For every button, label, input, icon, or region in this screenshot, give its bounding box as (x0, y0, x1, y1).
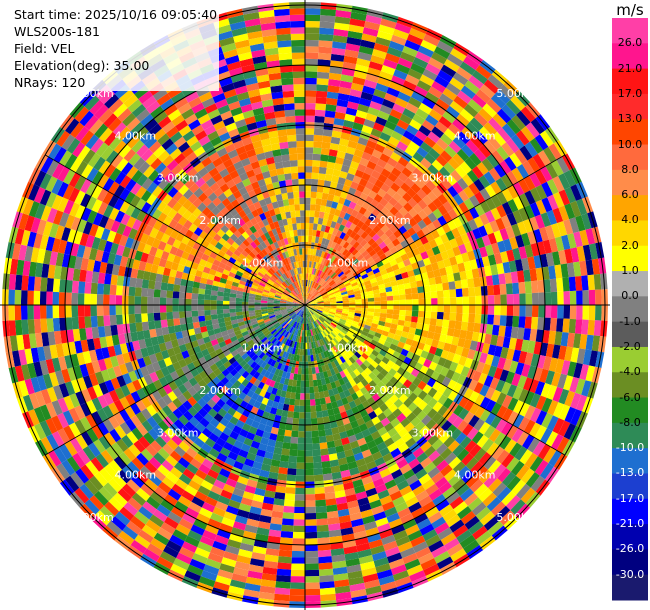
range-ring-label: 5.00km (72, 511, 114, 524)
colorbar-tick-label: 2.0 (621, 238, 639, 252)
colorbar-tick-label: -1.0 (619, 314, 641, 328)
start-time-label: Start time: 2025/10/16 09:05:40 (14, 7, 218, 22)
range-ring-label: 4.00km (115, 129, 157, 142)
colorbar-segment (612, 321, 648, 348)
colorbar-segment (612, 524, 648, 550)
colorbar-segment (612, 43, 648, 70)
colorbar-tick-label: -8.0 (619, 415, 641, 429)
range-ring-label: 4.00km (115, 469, 157, 482)
colorbar (612, 18, 648, 601)
colorbar-tick-label: 1.0 (621, 264, 639, 278)
radar-ppi-image: 1.00km 2.00km 3.00km 4.00km 5.00km 1.00km 2.00… (0, 0, 610, 610)
colorbar-tick-label: 6.0 (621, 188, 639, 202)
colorbar-segment (612, 119, 648, 146)
colorbar-segment (612, 473, 648, 500)
colorbar-segment (612, 68, 648, 95)
colorbar-tick-label: 21.0 (617, 61, 643, 75)
range-ring-label: 1.00km (242, 341, 284, 354)
colorbar-tick-label: -2.0 (619, 339, 641, 353)
range-ring-label: 3.00km (411, 172, 453, 185)
colorbar-segment (612, 220, 648, 247)
nrays-label: NRays: 120 (14, 75, 86, 90)
azimuth-line (44, 154, 306, 306)
radar-gates (2, 2, 608, 608)
colorbar-tick-label: -13.0 (615, 466, 645, 480)
colorbar-segment (612, 498, 648, 525)
colorbar-segment (612, 422, 648, 449)
colorbar-segment (612, 448, 648, 474)
range-ring-label: 3.00km (157, 172, 199, 185)
colorbar-segment (612, 574, 648, 601)
field-label: Field: VEL (14, 41, 75, 56)
colorbar-tick-label: -17.0 (615, 491, 645, 505)
range-ring-label: 5.00km (496, 511, 538, 524)
elevation-label: Elevation(deg): 35.00 (14, 58, 150, 73)
colorbar-tick-label: -6.0 (619, 390, 641, 404)
colorbar-tick-label: 26.0 (617, 36, 643, 50)
colorbar-segment (612, 271, 648, 297)
colorbar-segment (612, 397, 648, 424)
colorbar-segment (612, 144, 648, 171)
azimuth-line (44, 304, 306, 456)
colorbar-tick-label: 4.0 (621, 213, 639, 227)
colorbar-tick-label: -10.0 (615, 441, 645, 455)
range-ring-label: 1.00km (242, 257, 284, 270)
azimuth-line (304, 304, 566, 456)
range-ring-label: 2.00km (369, 384, 411, 397)
range-ring-label: 3.00km (411, 426, 453, 439)
colorbar-tick-label: 8.0 (621, 162, 639, 176)
range-ring-label: 2.00km (199, 214, 241, 227)
colorbar-segment (612, 245, 648, 272)
colorbar-tick-label: 13.0 (617, 112, 643, 126)
colorbar-segment (612, 296, 648, 323)
colorbar-segment (612, 372, 648, 399)
azimuth-line (304, 154, 566, 306)
colorbar-segment (612, 18, 648, 44)
colorbar-tick-label: 0.0 (621, 289, 639, 303)
colorbar-tick-label: 17.0 (617, 86, 643, 100)
range-ring-label: 4.00km (454, 129, 496, 142)
range-ring-label: 1.00km (327, 341, 369, 354)
range-ring-label: 4.00km (454, 469, 496, 482)
colorbar-tick-label: -30.0 (615, 567, 645, 581)
info-panel: Start time: 2025/10/16 09:05:40 WLS200s-… (12, 6, 220, 91)
colorbar-tick-label: -4.0 (619, 365, 641, 379)
range-ring-label: 2.00km (199, 384, 241, 397)
range-ring-label: 5.00km (496, 87, 538, 100)
range-ring-label: 3.00km (157, 426, 199, 439)
colorbar-segment (612, 346, 648, 373)
range-ring-label: 1.00km (327, 257, 369, 270)
colorbar-unit: m/s (616, 1, 644, 19)
colorbar-segment (612, 195, 648, 221)
station-label: WLS200s-181 (14, 24, 100, 39)
colorbar-tick-label: -26.0 (615, 542, 645, 556)
colorbar-segment (612, 549, 648, 576)
colorbar-segment (612, 93, 648, 120)
colorbar-tick-label: -21.0 (615, 517, 645, 531)
colorbar-tick-label: 10.0 (617, 137, 643, 151)
colorbar-segment (612, 169, 648, 196)
range-ring-label: 2.00km (369, 214, 411, 227)
